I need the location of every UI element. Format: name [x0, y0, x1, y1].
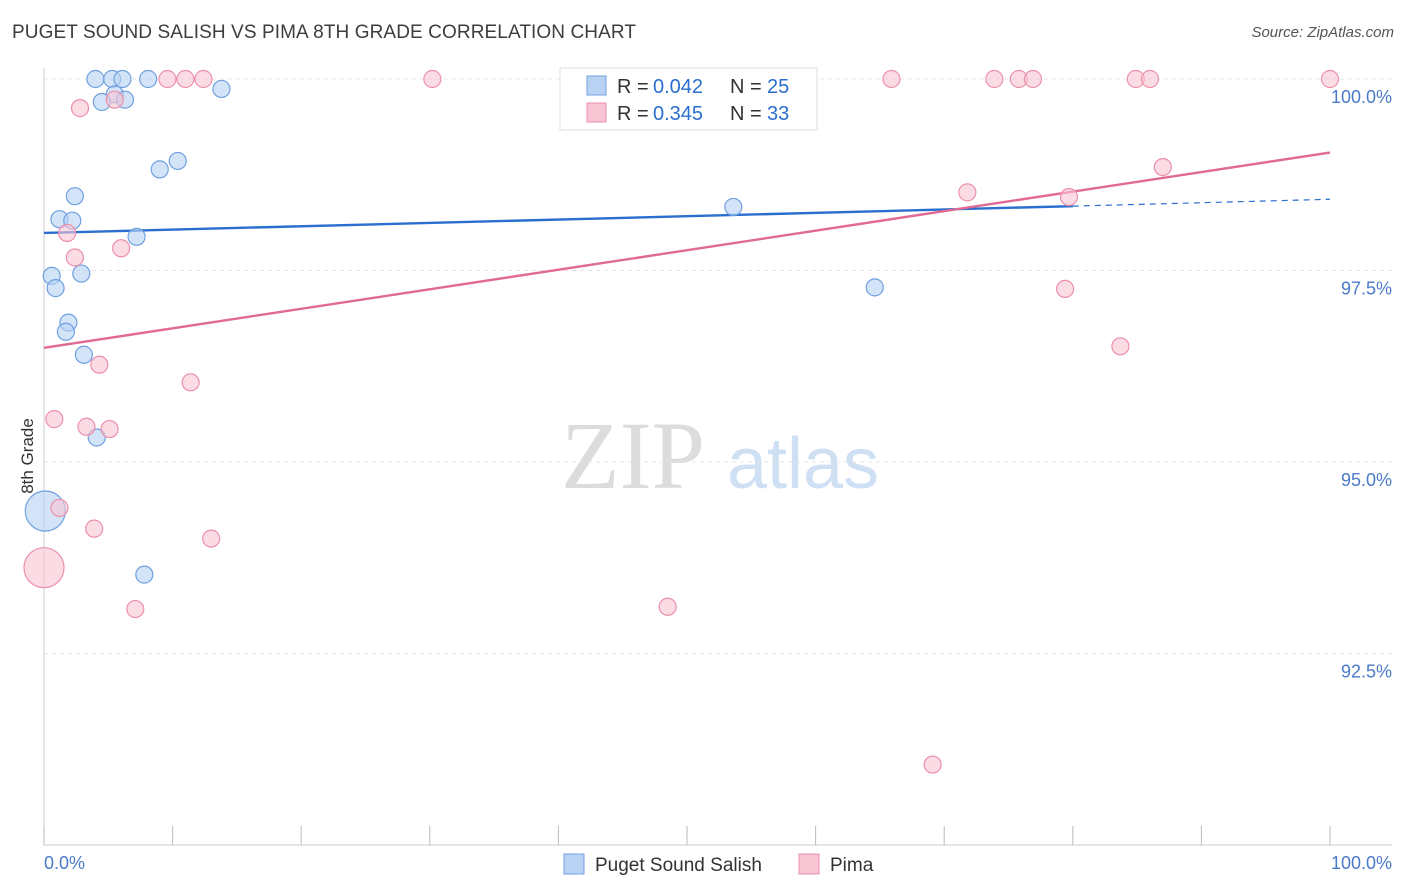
point-pima-23 [45, 410, 64, 429]
point-puget-sound-salish-22 [135, 565, 154, 584]
stats-legend: R = 0.042 N = 25 R = 0.345 N = 33 [559, 67, 818, 131]
point-puget-sound-salish-0 [86, 69, 105, 89]
x-axis-ticks [43, 826, 1331, 845]
point-puget-sound-salish-10 [65, 187, 84, 206]
point-puget-sound-salish-19 [74, 345, 93, 364]
point-pima-22 [181, 373, 200, 392]
watermark-atlas: atlas [727, 424, 879, 504]
trend-line-extension-0 [1072, 198, 1331, 207]
trend-line-1 [43, 151, 1331, 350]
bottom-legend-label-pima: Pima [830, 855, 874, 876]
point-pima-9 [1140, 69, 1160, 89]
chart-title: PUGET SOUND SALISH VS PIMA 8TH GRADE COR… [12, 22, 637, 43]
point-pima-24 [77, 417, 96, 436]
point-puget-sound-salish-9 [150, 160, 169, 179]
point-pima-1 [176, 69, 195, 89]
series-legend: Puget Sound Salish Pima [563, 853, 874, 876]
legend-swatch-puget-sound-salish [586, 75, 607, 96]
x-tick-label-max: 100.0% [1331, 853, 1392, 873]
point-pima-15 [1059, 187, 1079, 207]
point-pima-11 [70, 99, 90, 118]
point-pima-14 [958, 183, 977, 202]
point-pima-19 [1055, 279, 1075, 298]
point-pima-5 [985, 69, 1004, 89]
point-pima-32 [923, 755, 942, 774]
point-pima-20 [1111, 337, 1130, 356]
point-pima-12 [105, 90, 124, 109]
watermark-zip: ZIP [561, 402, 705, 509]
watermark: ZIP atlas [561, 402, 879, 509]
bottom-legend-label-puget-sound-salish: Puget Sound Salish [595, 855, 762, 876]
point-pima-28 [202, 529, 221, 548]
point-pima-13 [1153, 157, 1172, 177]
point-pima-10 [1320, 69, 1340, 89]
point-puget-sound-salish-3 [139, 69, 158, 89]
legend-r-value-1: 0.042 [653, 76, 703, 98]
point-puget-sound-salish-8 [168, 151, 187, 171]
point-puget-sound-salish-13 [127, 227, 146, 246]
point-puget-sound-salish-23 [724, 197, 743, 217]
point-puget-sound-salish-24 [865, 278, 884, 297]
legend-r-label-2: R = [617, 103, 649, 125]
legend-r-label-1: R = [617, 76, 649, 98]
chart-source: Source: ZipAtlas.com [1251, 24, 1394, 41]
legend-swatch-pima [586, 102, 607, 123]
gridlines [44, 78, 1392, 654]
legend-n-value-2: 33 [767, 103, 789, 125]
point-pima-31 [658, 597, 677, 616]
y-tick-label-1: 97.5% [1341, 279, 1392, 299]
point-pima-27 [85, 519, 104, 538]
legend-n-label-1: N = [730, 76, 762, 98]
point-puget-sound-salish-7 [212, 79, 231, 99]
y-tick-label-2: 95.0% [1341, 470, 1392, 490]
trend-line-0 [43, 204, 1073, 235]
point-pima-25 [100, 419, 119, 439]
point-pima-2 [194, 69, 213, 89]
legend-n-label-2: N = [730, 103, 762, 125]
point-pima-18 [65, 248, 84, 267]
point-pima-3 [423, 69, 442, 89]
point-puget-sound-salish-18 [56, 322, 75, 341]
point-pima-17 [112, 239, 131, 258]
x-tick-label-min: 0.0% [44, 853, 85, 873]
bottom-legend-swatch-puget-sound-salish [563, 853, 585, 875]
scatter-points [23, 69, 1340, 774]
point-pima-0 [158, 69, 177, 89]
point-pima-21 [90, 355, 109, 374]
y-tick-label-0: 100.0% [1331, 87, 1392, 107]
point-pima-26 [50, 498, 69, 518]
point-puget-sound-salish-2 [113, 69, 132, 89]
legend-r-value-2: 0.345 [653, 103, 703, 125]
legend-n-value-1: 25 [767, 76, 789, 98]
point-pima-16 [58, 223, 77, 243]
point-pima-30 [126, 599, 145, 619]
point-pima-7 [1023, 69, 1043, 89]
y-axis-tick-labels: 100.0% 97.5% 95.0% 92.5% [1331, 87, 1392, 682]
trend-lines [43, 151, 1331, 350]
point-pima-29 [23, 547, 65, 589]
y-axis-label: 8th Grade [18, 418, 37, 494]
point-puget-sound-salish-15 [72, 264, 91, 283]
y-tick-label-3: 92.5% [1341, 662, 1392, 682]
bottom-legend-swatch-pima [798, 853, 820, 875]
point-puget-sound-salish-16 [46, 279, 65, 298]
point-pima-4 [882, 69, 901, 89]
